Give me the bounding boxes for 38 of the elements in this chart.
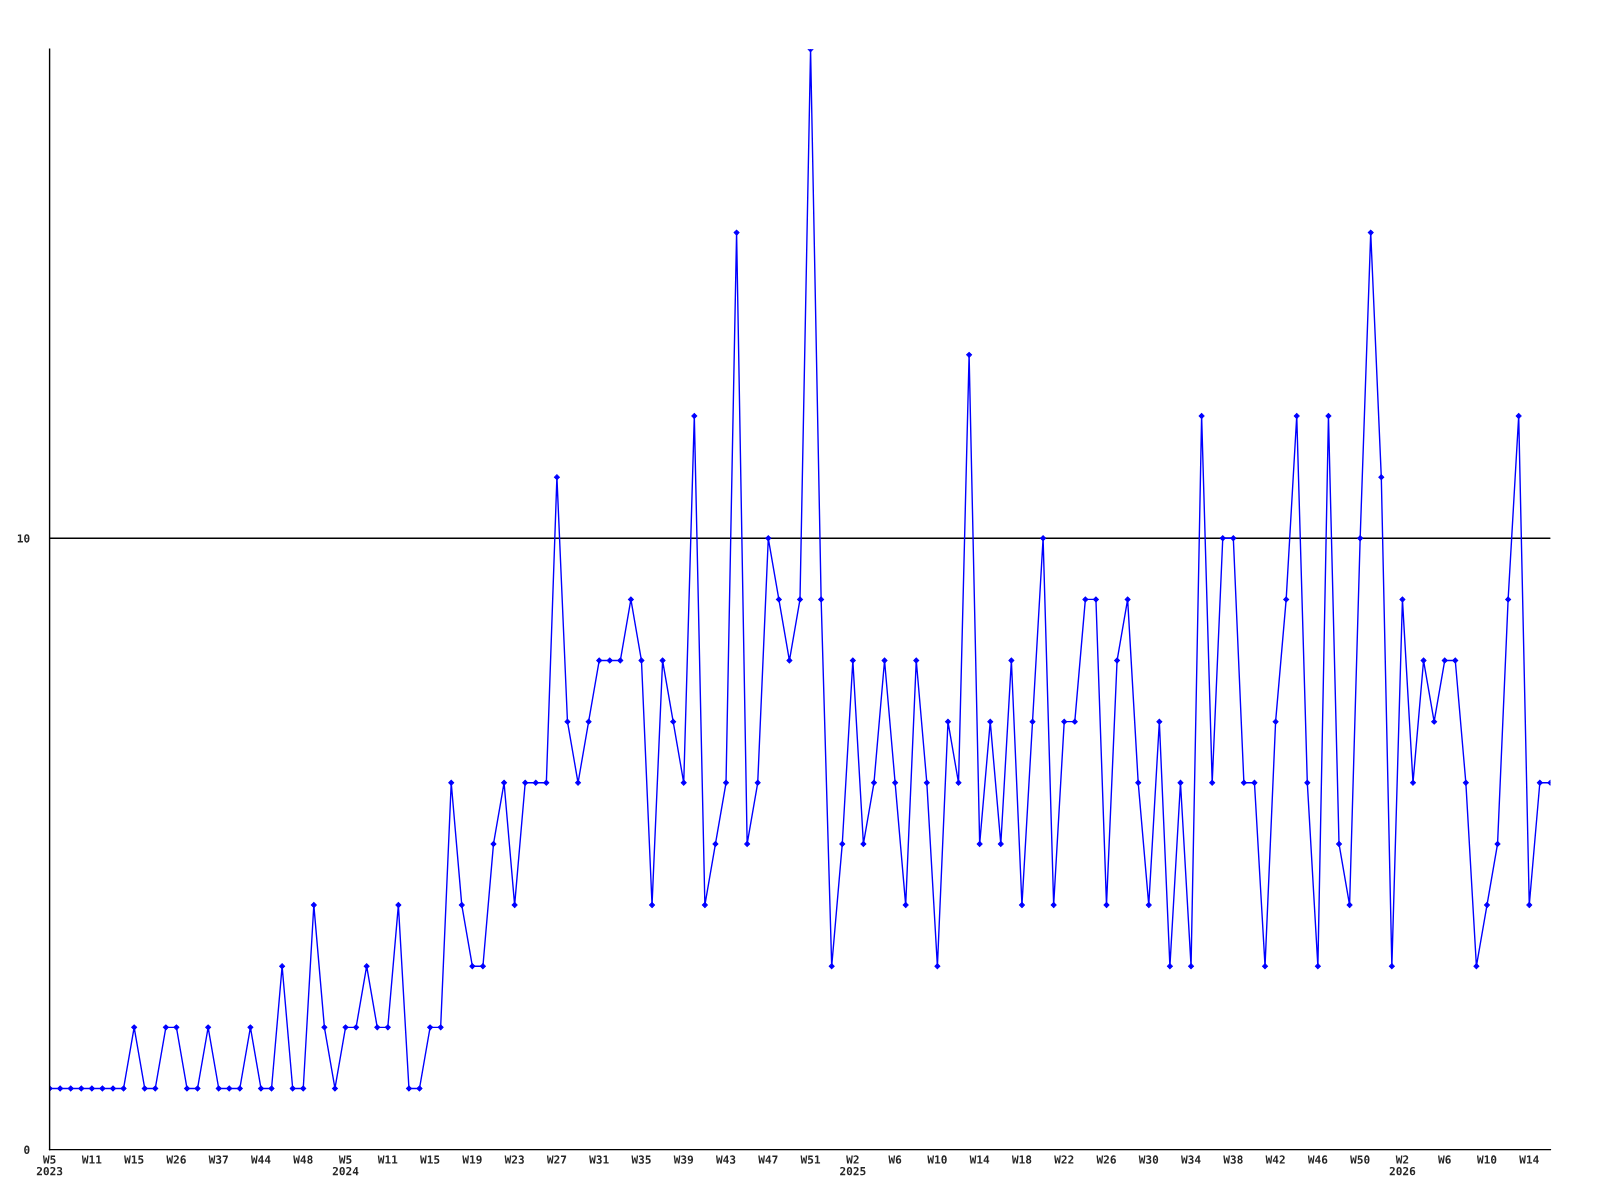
x-tick-label: W51 <box>800 1155 821 1164</box>
x-tick-label: W31 <box>589 1155 609 1164</box>
x-tick-label: W42 <box>1265 1155 1285 1164</box>
x-tick-label: W26 <box>1096 1155 1116 1164</box>
x-tick-label: W5 2023 <box>36 1155 63 1176</box>
x-tick-label: W23 <box>504 1155 524 1164</box>
x-tick-label: W39 <box>673 1155 694 1164</box>
x-tick-label: W48 <box>293 1155 313 1164</box>
x-tick-label: W6 <box>888 1155 902 1164</box>
x-tick-label: W27 <box>546 1155 567 1164</box>
x-tick-label: W43 <box>715 1155 736 1164</box>
x-tick-label: W34 <box>1181 1155 1201 1164</box>
x-tick-label: W26 <box>166 1155 186 1164</box>
x-tick-label: W30 <box>1138 1155 1159 1164</box>
x-tick-label: W22 <box>1054 1155 1074 1164</box>
x-tick-label: W2 2025 <box>840 1155 866 1176</box>
x-tick-label: W14 <box>969 1155 990 1164</box>
x-tick-label: W10 <box>1476 1155 1497 1164</box>
x-tick-label: W2 2026 <box>1389 1155 1416 1176</box>
x-tick-label: W14 <box>1519 1155 1539 1164</box>
y-tick-label: 0 <box>24 1145 30 1154</box>
x-tick-label: W5 2024 <box>332 1155 359 1176</box>
x-tick-label: W50 <box>1350 1155 1370 1164</box>
x-tick-label: W38 <box>1223 1155 1243 1164</box>
x-tick-label: W15 <box>124 1155 144 1164</box>
x-tick-label: W47 <box>758 1155 778 1164</box>
x-tick-label: W19 <box>462 1155 482 1164</box>
y-tick-label: 10 <box>17 534 30 543</box>
x-tick-label: W35 <box>631 1155 651 1164</box>
x-tick-label: W46 <box>1307 1155 1328 1164</box>
x-tick-label: W11 <box>377 1155 398 1164</box>
x-tick-label: W11 <box>81 1155 102 1164</box>
x-tick-label: W37 <box>208 1155 228 1164</box>
x-tick-label: W44 <box>250 1155 271 1164</box>
x-tick-label: W6 <box>1438 1155 1451 1164</box>
x-tick-label: W15 <box>420 1155 440 1164</box>
x-tick-label: W18 <box>1011 1155 1032 1164</box>
x-tick-label: W10 <box>927 1155 947 1164</box>
